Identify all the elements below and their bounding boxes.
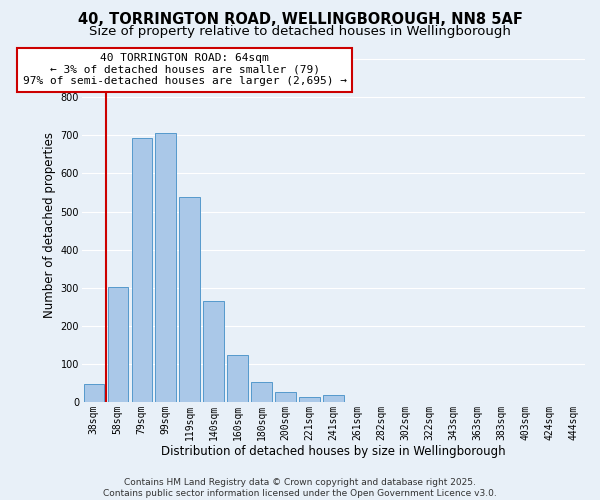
Text: 40 TORRINGTON ROAD: 64sqm
← 3% of detached houses are smaller (79)
97% of semi-d: 40 TORRINGTON ROAD: 64sqm ← 3% of detach… (23, 53, 347, 86)
Text: 40, TORRINGTON ROAD, WELLINGBOROUGH, NN8 5AF: 40, TORRINGTON ROAD, WELLINGBOROUGH, NN8… (77, 12, 523, 28)
Text: Size of property relative to detached houses in Wellingborough: Size of property relative to detached ho… (89, 25, 511, 38)
X-axis label: Distribution of detached houses by size in Wellingborough: Distribution of detached houses by size … (161, 444, 506, 458)
Bar (299, 397, 320, 402)
Text: Contains HM Land Registry data © Crown copyright and database right 2025.
Contai: Contains HM Land Registry data © Crown c… (103, 478, 497, 498)
Bar (155, 133, 176, 402)
Bar (275, 392, 296, 402)
Bar (131, 138, 152, 402)
Bar (323, 395, 344, 402)
Bar (227, 355, 248, 403)
Bar (203, 301, 224, 402)
Bar (179, 198, 200, 402)
Y-axis label: Number of detached properties: Number of detached properties (43, 132, 56, 318)
Bar (107, 287, 128, 403)
Bar (83, 384, 104, 402)
Bar (251, 382, 272, 402)
